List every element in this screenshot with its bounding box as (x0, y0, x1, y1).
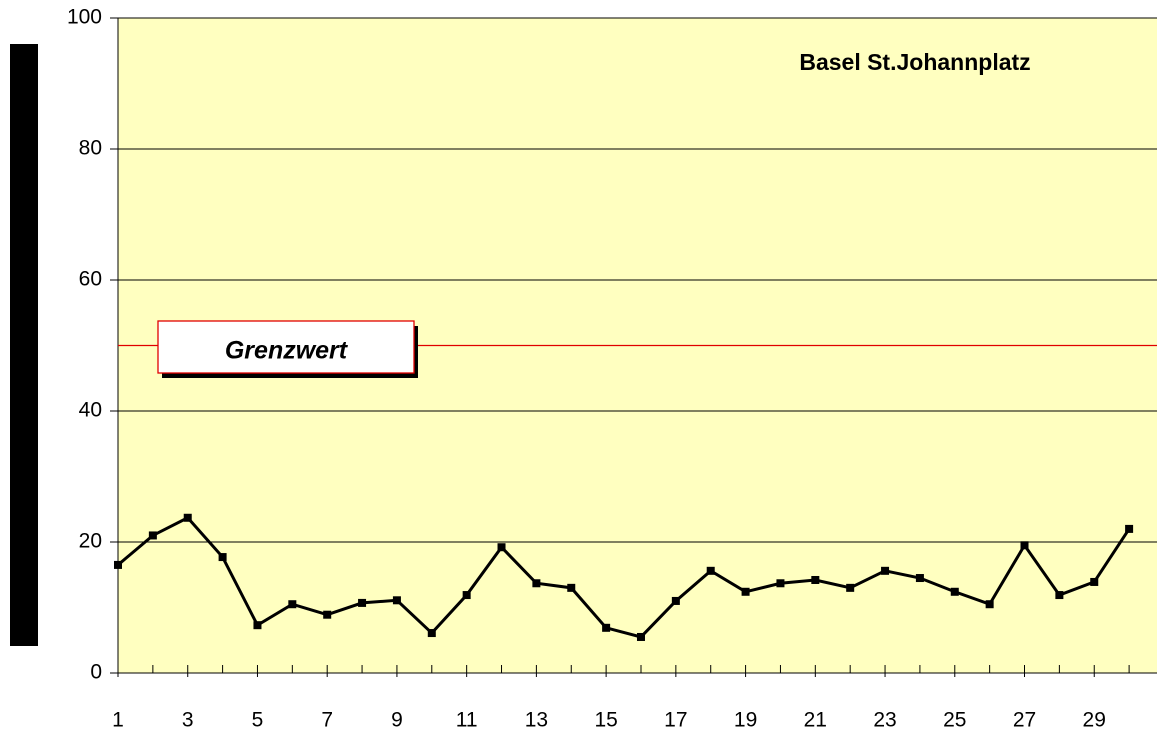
x-tick-label: 7 (321, 709, 333, 732)
threshold-label: Grenzwert (225, 337, 349, 365)
point-marker (706, 566, 715, 575)
point-marker (288, 600, 297, 609)
point-marker (427, 629, 436, 638)
x-tick-label: 17 (664, 709, 687, 732)
point-marker (985, 600, 994, 609)
point-marker (776, 579, 785, 588)
x-tick-label: 5 (252, 709, 264, 732)
point-marker (915, 574, 924, 583)
x-tick-label: 29 (1083, 709, 1106, 732)
point-marker (218, 553, 227, 562)
y-tick-label: 40 (79, 399, 102, 422)
y-tick-label: 0 (90, 661, 102, 684)
x-tick-label: 19 (734, 709, 757, 732)
point-marker (392, 596, 401, 605)
y-tick-label: 20 (79, 530, 102, 553)
point-marker (1090, 577, 1099, 586)
point-marker (323, 610, 332, 619)
y-tick-label: 80 (79, 137, 102, 160)
x-tick-label: 13 (525, 709, 548, 732)
point-marker (1055, 591, 1064, 600)
chart-title: Basel St.Johannplatz (799, 49, 1030, 75)
x-tick-label: 15 (594, 709, 617, 732)
x-tick-label: 25 (943, 709, 966, 732)
x-tick-label: 3 (182, 709, 194, 732)
point-marker (497, 543, 506, 552)
point-marker (881, 566, 890, 575)
x-tick-label: 21 (804, 709, 827, 732)
point-marker (671, 596, 680, 605)
point-marker (846, 583, 855, 592)
series-line (117, 515, 1131, 639)
point-marker (462, 591, 471, 600)
x-tick-label: 9 (391, 709, 403, 732)
point-marker (532, 579, 541, 588)
point-marker (636, 632, 645, 641)
point-marker (148, 531, 157, 540)
point-marker (1020, 541, 1029, 550)
point-marker (183, 513, 192, 522)
point-marker (358, 598, 367, 607)
point-marker (741, 587, 750, 596)
point-marker (602, 623, 611, 632)
point-marker (253, 621, 262, 630)
x-tick-label: 11 (456, 709, 478, 732)
threshold-label-box (157, 320, 415, 374)
x-tick-label: 23 (873, 709, 896, 732)
y-tick-label: 60 (79, 268, 102, 291)
point-marker (1125, 524, 1134, 533)
x-tick-label: 1 (112, 709, 124, 732)
axis-label-block (10, 44, 38, 646)
point-marker (950, 587, 959, 596)
point-marker (114, 560, 122, 569)
x-tick-label: 27 (1013, 709, 1036, 732)
point-marker (567, 583, 576, 592)
point-marker (811, 575, 820, 584)
y-tick-label: 100 (67, 6, 102, 29)
